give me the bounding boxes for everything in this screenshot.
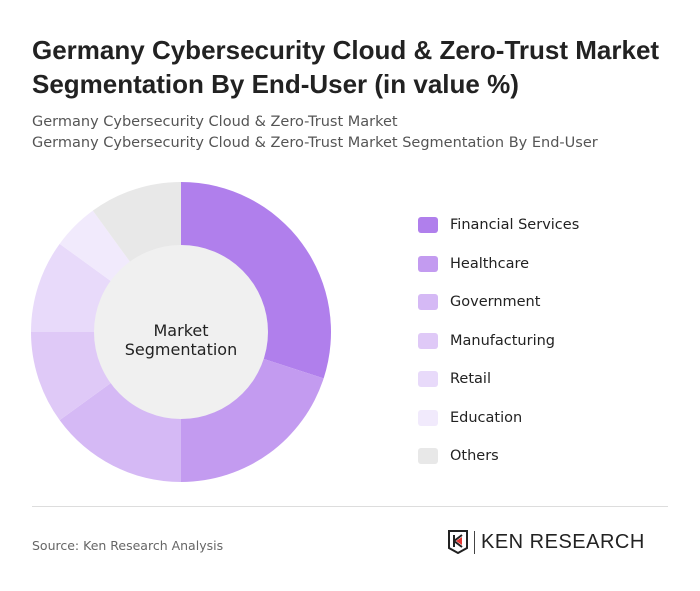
- legend-item: Financial Services: [418, 206, 579, 245]
- divider: [32, 506, 668, 507]
- chart-title: Germany Cybersecurity Cloud & Zero-Trust…: [32, 35, 660, 99]
- source-note: Source: Ken Research Analysis: [32, 538, 224, 553]
- legend-item: Education: [418, 399, 579, 438]
- legend-label: Manufacturing: [450, 332, 555, 349]
- legend-swatch: [418, 217, 438, 234]
- legend-swatch: [418, 332, 438, 349]
- donut-hole: [94, 245, 268, 419]
- legend-swatch: [418, 294, 438, 311]
- legend-label: Retail: [450, 371, 491, 388]
- donut-center-label: Market Segmentation: [124, 321, 238, 359]
- legend-item: Healthcare: [418, 245, 579, 284]
- legend-swatch: [418, 409, 438, 426]
- ken-shield-icon: [448, 530, 468, 554]
- legend-label: Healthcare: [450, 255, 530, 272]
- legend-swatch: [418, 448, 438, 465]
- subtitle-market: Germany Cybersecurity Cloud & Zero-Trust…: [32, 114, 398, 130]
- legend-label: Government: [450, 294, 541, 311]
- donut-chart: [31, 182, 332, 483]
- legend-item: Manufacturing: [418, 322, 579, 361]
- legend-item: Retail: [418, 360, 579, 399]
- legend-label: Education: [450, 409, 523, 426]
- legend-item: Others: [418, 437, 579, 476]
- legend-label: Others: [450, 448, 499, 465]
- ken-research-logo: KEN RESEARCH: [448, 530, 645, 554]
- legend-item: Government: [418, 283, 579, 322]
- subtitle-segmentation: Germany Cybersecurity Cloud & Zero-Trust…: [32, 135, 598, 151]
- legend-swatch: [418, 371, 438, 388]
- logo-text: KEN RESEARCH: [474, 530, 645, 554]
- legend-label: Financial Services: [450, 217, 580, 234]
- legend: Financial Services Healthcare Government Ma…: [418, 206, 579, 476]
- legend-swatch: [418, 255, 438, 272]
